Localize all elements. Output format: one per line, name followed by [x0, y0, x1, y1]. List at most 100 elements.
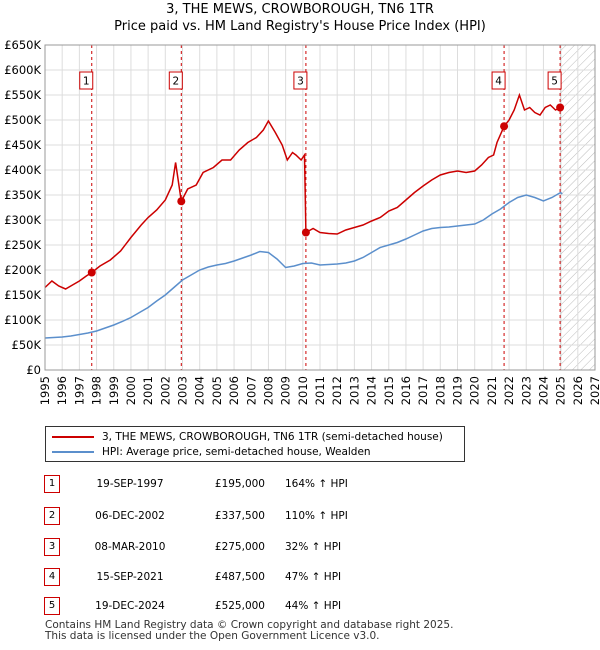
sale-point: [87, 268, 96, 277]
x-tick-label: 2024: [536, 376, 550, 405]
footer: Contains HM Land Registry data © Crown c…: [45, 620, 453, 642]
y-tick-label: £350K: [4, 188, 41, 202]
x-tick-label: 1999: [107, 376, 121, 405]
sale-hpi-change: 44% ↑ HPI: [285, 600, 342, 612]
y-tick-label: £400K: [4, 163, 41, 177]
legend-label-hpi: HPI: Average price, semi-detached house,…: [102, 446, 371, 458]
sale-date: 06-DEC-2002: [95, 510, 165, 522]
x-tick-label: 2020: [468, 376, 482, 405]
chart-legend: 3, THE MEWS, CROWBOROUGH, TN6 1TR (semi-…: [45, 426, 465, 462]
x-tick-label: 1996: [55, 376, 69, 405]
sale-hpi-change: 164% ↑ HPI: [285, 478, 348, 490]
chart-subtitle: Price paid vs. HM Land Registry's House …: [114, 19, 486, 34]
sale-marker-label: 5: [551, 76, 558, 88]
y-tick-label: £550K: [4, 88, 41, 102]
legend-swatch-hpi: [52, 451, 94, 453]
x-tick-label: 1998: [90, 376, 104, 405]
chart-title: 3, THE MEWS, CROWBOROUGH, TN6 1TR: [166, 2, 434, 17]
sale-hpi-change: 32% ↑ HPI: [285, 541, 342, 553]
sale-row: 3 08-MAR-2010 £275,000 32% ↑ HPI: [0, 538, 600, 558]
y-tick-label: £0: [26, 363, 41, 377]
x-tick-label: 2009: [279, 376, 293, 405]
x-tick-label: 1995: [38, 376, 52, 405]
footer-licence: This data is licensed under the Open Gov…: [45, 630, 380, 642]
sale-point: [556, 103, 565, 112]
sale-row: 4 15-SEP-2021 £487,500 47% ↑ HPI: [0, 568, 600, 588]
sale-number-badge: 1: [44, 475, 60, 493]
sale-marker-label: 4: [495, 76, 502, 88]
price-chart: £0 £50K £100K £150K £200K £250K £300K £350K £400…: [4, 38, 600, 405]
x-tick-label: 2015: [382, 376, 396, 405]
sale-row: 2 06-DEC-2002 £337,500 110% ↑ HPI: [0, 507, 600, 527]
sale-number-badge: 3: [44, 538, 60, 556]
sale-date: 08-MAR-2010: [94, 541, 166, 553]
sale-marker-box: [168, 71, 183, 90]
y-tick-label: £600K: [4, 63, 41, 77]
x-tick-label: 2010: [296, 376, 310, 405]
x-tick-label: 2017: [416, 376, 430, 405]
y-tick-label: £300K: [4, 213, 41, 227]
x-tick-label: 2023: [519, 376, 533, 405]
sale-row: 5 19-DEC-2024 £525,000 44% ↑ HPI: [0, 597, 600, 617]
x-tick-label: 2000: [124, 376, 138, 405]
x-tick-label: 2012: [330, 376, 344, 405]
sale-hpi-change: 110% ↑ HPI: [285, 510, 348, 522]
sale-marker-box: [547, 71, 562, 90]
plot-frame: [44, 44, 596, 371]
x-tick-label: 2008: [261, 376, 275, 405]
hpi-line: [45, 191, 563, 339]
sale-price: £275,000: [214, 541, 265, 553]
sale-point: [500, 122, 509, 131]
legend-label-property: 3, THE MEWS, CROWBOROUGH, TN6 1TR (semi-…: [102, 431, 443, 443]
sale-hpi-change: 47% ↑ HPI: [285, 571, 342, 583]
sale-price: £337,500: [214, 510, 265, 522]
sale-marker-label: 2: [172, 76, 179, 88]
sale-number-badge: 4: [44, 568, 60, 586]
x-tick-label: 2007: [244, 376, 258, 405]
x-tick-label: 2005: [210, 376, 224, 405]
x-tick-label: 2027: [588, 376, 600, 405]
x-tick-label: 2013: [347, 376, 361, 405]
x-tick-label: 2006: [227, 376, 241, 405]
y-tick-label: £50K: [12, 338, 42, 352]
x-tick-label: 2025: [554, 376, 568, 405]
y-tick-label: £500K: [4, 113, 41, 127]
x-tick-label: 1997: [72, 376, 86, 405]
y-tick-label: £150K: [4, 288, 41, 302]
sale-price: £195,000: [214, 478, 265, 490]
y-tick-label: £250K: [4, 238, 41, 252]
legend-item-hpi: HPI: Average price, semi-detached house,…: [52, 445, 371, 459]
sale-row: 1 19-SEP-1997 £195,000 164% ↑ HPI: [0, 475, 600, 495]
sale-date: 19-DEC-2024: [95, 600, 165, 612]
sale-number-badge: 2: [44, 507, 60, 525]
x-tick-label: 2021: [485, 376, 499, 405]
x-tick-label: 2011: [313, 376, 327, 405]
y-tick-label: £100K: [4, 313, 41, 327]
legend-swatch-property: [52, 436, 94, 438]
sale-price: £487,500: [214, 571, 265, 583]
legend-item-property: 3, THE MEWS, CROWBOROUGH, TN6 1TR (semi-…: [52, 430, 443, 444]
sale-number-badge: 5: [44, 597, 60, 615]
y-tick-label: £650K: [4, 38, 41, 52]
x-tick-label: 2016: [399, 376, 413, 405]
x-tick-label: 2002: [158, 376, 172, 405]
x-tick-label: 2014: [365, 376, 379, 405]
sale-marker-box: [79, 71, 94, 90]
sale-marker-label: 3: [297, 76, 304, 88]
sale-price: £525,000: [214, 600, 265, 612]
footer-copyright: Contains HM Land Registry data © Crown c…: [45, 619, 454, 631]
sale-point: [177, 197, 186, 206]
x-tick-label: 2001: [141, 376, 155, 405]
x-tick-label: 2022: [502, 376, 516, 405]
y-tick-label: £450K: [4, 138, 41, 152]
x-tick-label: 2018: [433, 376, 447, 405]
sale-marker-box: [491, 71, 506, 90]
sale-date: 15-SEP-2021: [96, 571, 164, 583]
y-tick-label: £200K: [4, 263, 41, 277]
x-tick-label: 2019: [451, 376, 465, 405]
x-tick-label: 2004: [193, 376, 207, 405]
sale-marker-box: [293, 71, 308, 90]
x-tick-label: 2026: [571, 376, 585, 405]
sale-marker-label: 1: [83, 76, 90, 88]
sale-point: [301, 228, 310, 237]
